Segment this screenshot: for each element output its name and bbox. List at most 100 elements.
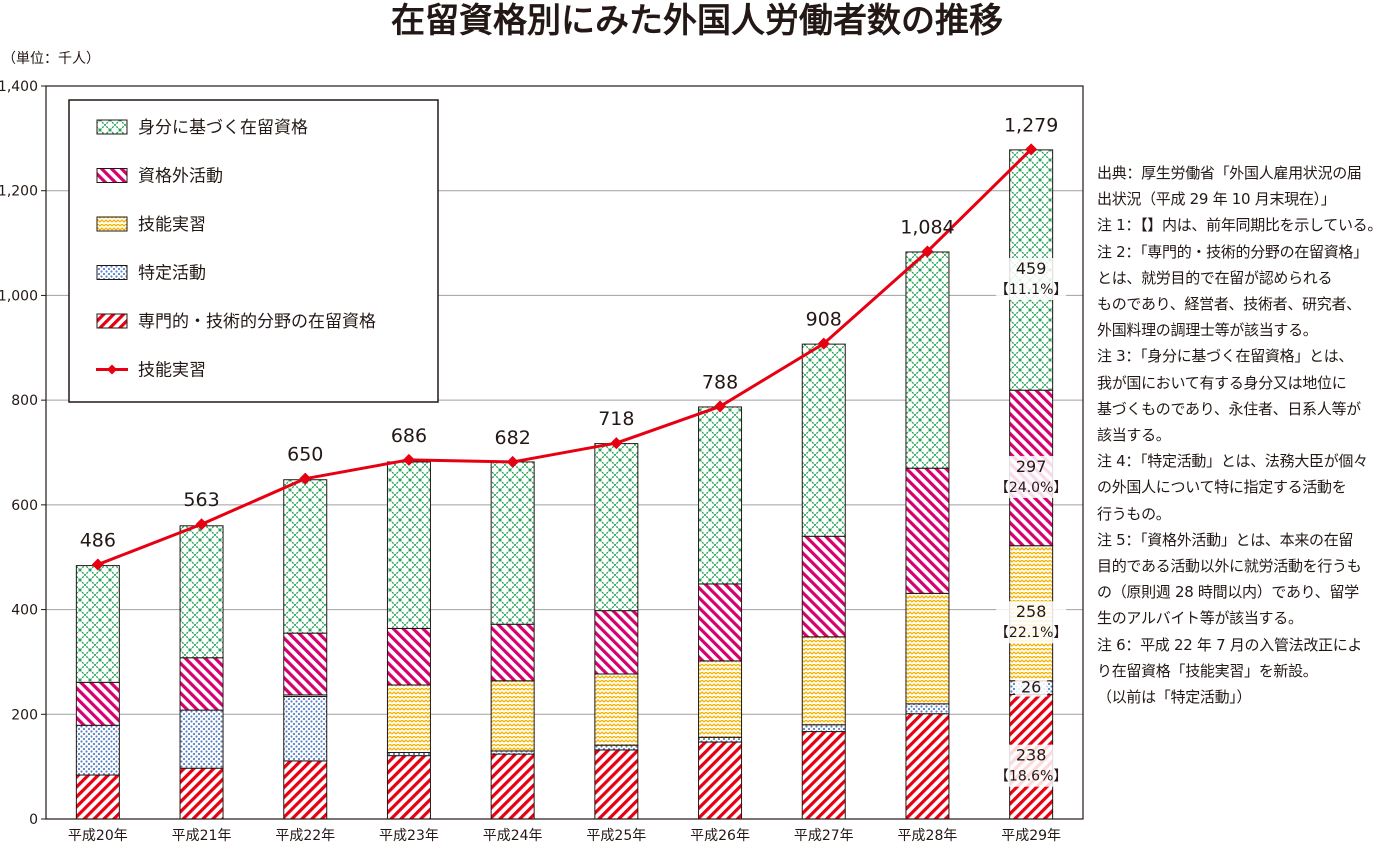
annotation-background	[996, 601, 1067, 644]
legend-label: 特定活動	[138, 264, 206, 284]
bar-segment	[490, 753, 535, 820]
legend-label: 技能実習	[138, 361, 206, 381]
annotation-share: 【22.1%】	[995, 625, 1067, 641]
bar-segment	[801, 343, 846, 537]
total-value-label: 1,084	[900, 216, 954, 238]
y-tick-label: 0	[29, 812, 38, 828]
total-line-marker	[1025, 143, 1038, 156]
legend-swatch	[96, 216, 128, 232]
x-tick-label: 平成29年	[1001, 828, 1061, 844]
chart-title: 在留資格別にみた外国人労働者数の推移	[391, 1, 1003, 41]
bar-segment	[179, 767, 224, 820]
note-line: 出典：厚生労働省「外国人雇用状況の届	[1097, 164, 1362, 182]
note-line: 外国料理の調理士等が該当する。	[1097, 321, 1318, 340]
note-line: 我が国において有する身分又は地位に	[1097, 373, 1347, 392]
x-tick-label: 平成28年	[898, 828, 958, 844]
bar-segment	[801, 535, 846, 638]
y-tick-label: 200	[11, 707, 38, 723]
annotation-value: 26	[1021, 678, 1041, 697]
total-line-marker	[91, 558, 104, 571]
bar-segment	[905, 703, 950, 715]
x-tick-label: 平成26年	[690, 828, 750, 844]
bar-segment	[283, 695, 328, 762]
total-value-label: 1,279	[1004, 114, 1058, 136]
x-tick-label: 平成20年	[68, 828, 128, 844]
y-tick-label: 600	[11, 498, 38, 514]
legend-swatch	[96, 313, 128, 329]
legend-label: 資格外活動	[138, 167, 223, 187]
total-line-marker	[921, 245, 934, 258]
annotation-background	[1015, 678, 1048, 697]
y-tick-label: 1,400	[0, 79, 38, 95]
y-tick-label: 800	[11, 393, 38, 409]
legend-line-marker	[107, 364, 117, 375]
y-axis-ticks: 0 200 400 600 800 1,000 1,200 1,400	[0, 79, 46, 828]
note-line: ものであり、経営者、技術者、研究者、	[1097, 295, 1361, 314]
note-line: 注 6：平成 22 年 7 月の入管法改正によ	[1097, 635, 1363, 654]
total-value-label: 486	[80, 530, 116, 552]
total-value-label: 788	[702, 371, 738, 393]
note-line: 注 1：【】内は、前年同期比を示している。	[1097, 216, 1383, 235]
legend-swatch	[96, 265, 128, 280]
total-line-path	[97, 148, 1033, 566]
annotation-value: 238	[1016, 746, 1047, 765]
total-labels: 486 563 650 686 682 718 788 908 1,084 1,279	[80, 114, 1059, 551]
y-tick-label: 1,000	[0, 288, 38, 304]
total-value-label: 908	[806, 309, 842, 331]
legend-label: 専門的・技術的分野の在留資格	[138, 312, 376, 332]
x-tick-label: 平成22年	[275, 828, 335, 844]
bar-segment	[386, 684, 431, 754]
notes: 出典：厚生労働省「外国人雇用状況の届 出状況（平成 29 年 10 月末現在）」…	[1097, 160, 1393, 710]
annotation-background	[996, 258, 1067, 301]
bar-segment	[594, 749, 639, 820]
total-value-label: 686	[391, 425, 427, 447]
total-value-label: 650	[287, 444, 323, 466]
annotation-background	[996, 744, 1067, 787]
y-tick-label: 1,200	[0, 184, 38, 200]
bar-segment	[594, 744, 639, 751]
legend: 身分に基づく在留資格資格外活動技能実習特定活動専門的・技術的分野の在留資格技能実…	[68, 99, 439, 403]
bar-segment	[905, 467, 950, 594]
total-line-marker	[402, 453, 415, 466]
bar-segment	[490, 461, 535, 625]
x-tick-label: 平成23年	[379, 828, 439, 844]
bar-segment	[75, 681, 120, 726]
bar-segment	[801, 724, 846, 733]
x-tick-label: 平成25年	[586, 828, 646, 844]
bar-segment	[594, 443, 639, 612]
total-line	[91, 143, 1038, 571]
total-line-marker	[610, 437, 623, 450]
total-line-marker	[195, 518, 208, 531]
bar-segment	[283, 760, 328, 820]
bar-segment	[594, 610, 639, 675]
annotation-share: 【11.1%】	[995, 282, 1067, 298]
note-line: 該当する。	[1097, 426, 1171, 445]
annotation-value: 258	[1016, 602, 1047, 621]
total-line-marker	[714, 400, 727, 413]
note-line: の外国人について特に指定する活動を	[1097, 478, 1347, 497]
y-tick-label: 400	[11, 603, 38, 619]
note-line: 出状況（平成 29 年 10 月末現在）」	[1097, 190, 1336, 209]
note-line: 生のアルバイト等が該当する。	[1097, 609, 1303, 628]
bar-segment	[490, 623, 535, 682]
note-line: とは、就労目的で在留が認められる	[1097, 268, 1333, 287]
bar-segment	[594, 673, 639, 746]
x-axis-ticks: 平成20年 平成21年 平成22年 平成23年 平成24年 平成25年 平成26年 平成27年…	[68, 828, 1061, 844]
total-value-label: 682	[495, 427, 531, 449]
bar-segment	[283, 479, 328, 634]
bar-segment	[386, 461, 431, 629]
x-tick-label: 平成27年	[794, 828, 854, 844]
bar-segment	[179, 709, 224, 769]
bar-segment	[698, 736, 743, 743]
bar-segment	[698, 406, 743, 585]
note-line: 基づくものであり、永住者、日系人等が	[1097, 399, 1361, 418]
bar-segment	[179, 525, 224, 659]
note-line: 注 5：「資格外活動」とは、本来の在留	[1097, 530, 1354, 549]
bar-segment	[905, 713, 950, 820]
bar-segment	[75, 774, 120, 820]
bar-segment	[75, 565, 120, 683]
bar-segment	[179, 657, 224, 711]
unit-label: （単位：千人）	[2, 51, 100, 67]
annotation-background	[996, 455, 1067, 498]
